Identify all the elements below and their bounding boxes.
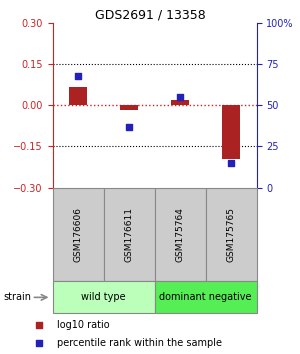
Bar: [154, 281, 256, 313]
Bar: [103, 188, 154, 281]
Text: wild type: wild type: [81, 292, 126, 302]
Point: [37, 322, 41, 327]
Text: GSM175765: GSM175765: [226, 207, 236, 262]
Point: [229, 160, 233, 166]
Text: GSM176611: GSM176611: [124, 207, 134, 262]
Text: GSM175764: GSM175764: [176, 207, 184, 262]
Point: [178, 94, 182, 100]
Text: strain: strain: [3, 292, 31, 302]
Point: [37, 340, 41, 346]
Bar: [120, 105, 138, 110]
Point: [127, 124, 131, 130]
Bar: [69, 87, 87, 105]
Bar: [171, 101, 189, 105]
Bar: [206, 188, 256, 281]
Point: [76, 73, 80, 79]
Text: GSM176606: GSM176606: [74, 207, 82, 262]
Text: GDS2691 / 13358: GDS2691 / 13358: [94, 9, 206, 22]
Text: percentile rank within the sample: percentile rank within the sample: [57, 338, 222, 348]
Bar: [52, 281, 154, 313]
Text: log10 ratio: log10 ratio: [57, 320, 110, 330]
Bar: [222, 105, 240, 159]
Bar: [52, 188, 104, 281]
Text: dominant negative: dominant negative: [159, 292, 252, 302]
Bar: [154, 188, 206, 281]
